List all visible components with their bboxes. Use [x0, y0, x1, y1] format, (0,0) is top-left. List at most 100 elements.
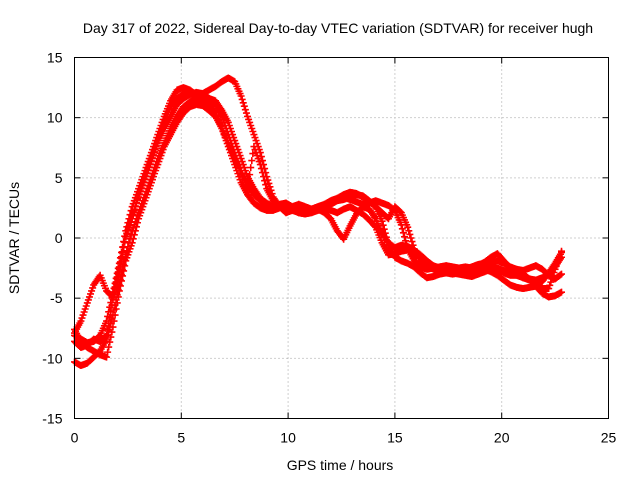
data-point	[260, 173, 268, 181]
data-point	[109, 289, 117, 297]
x-tick-label: 25	[601, 430, 617, 446]
data-point	[558, 270, 566, 278]
data-point	[545, 285, 553, 293]
data-point	[239, 99, 247, 107]
data-point	[403, 241, 411, 249]
data-point	[242, 109, 250, 117]
data-point	[115, 287, 123, 295]
data-point	[127, 215, 135, 223]
data-point	[130, 231, 138, 239]
chart-title: Day 317 of 2022, Sidereal Day-to-day VTE…	[83, 20, 593, 36]
data-point	[550, 268, 558, 276]
data-point	[113, 275, 121, 283]
data-point	[379, 221, 387, 229]
data-point	[129, 235, 137, 243]
x-tick-label: 15	[387, 430, 403, 446]
x-tick-label: 10	[280, 430, 296, 446]
data-point	[399, 229, 407, 237]
data-point	[240, 102, 248, 110]
data-point	[248, 157, 256, 165]
data-point	[258, 169, 266, 177]
data-point	[134, 219, 142, 227]
y-tick-label: 5	[55, 170, 63, 186]
data-point	[109, 295, 117, 303]
data-series-track-2	[71, 100, 566, 361]
data-point	[120, 267, 128, 275]
data-series-track-5	[71, 88, 566, 352]
data-point	[408, 238, 416, 246]
data-point	[114, 264, 122, 272]
y-tick-label: 15	[47, 50, 63, 66]
data-point	[109, 323, 117, 331]
data-point	[247, 164, 255, 172]
data-point	[237, 92, 245, 100]
x-tick-label: 20	[494, 430, 510, 446]
data-point	[241, 106, 249, 114]
data-point	[117, 277, 125, 285]
y-tick-label: 0	[55, 230, 63, 246]
data-point	[261, 177, 269, 185]
data-point	[105, 343, 113, 351]
data-point	[114, 270, 122, 278]
data-point	[111, 279, 119, 287]
data-point	[258, 157, 266, 165]
data-point	[245, 178, 253, 186]
data-point	[111, 285, 119, 293]
data-point	[119, 272, 127, 280]
data-point	[110, 290, 118, 298]
data-point	[103, 353, 111, 361]
data-point	[398, 225, 406, 233]
y-tick-label: -10	[42, 350, 62, 366]
data-point	[257, 165, 265, 173]
data-point	[546, 281, 554, 289]
data-point	[547, 278, 555, 286]
data-series-track-1	[71, 94, 566, 370]
y-axis-label: SDTVAR / TECUs	[6, 182, 22, 294]
data-point	[108, 328, 116, 336]
data-point	[115, 265, 123, 273]
data-point	[558, 288, 566, 296]
data-point	[112, 305, 120, 313]
data-point	[132, 223, 140, 231]
data-point	[405, 227, 413, 235]
axis-ticks: 0 5 10 15 20 25 -15 -10 -5 0 5 10 15	[42, 50, 616, 446]
data-point	[407, 234, 415, 242]
data-point	[121, 262, 129, 270]
data-point	[105, 319, 113, 327]
data-point	[404, 223, 412, 231]
y-tick-label: -5	[50, 290, 63, 306]
y-tick-label: -15	[42, 411, 62, 427]
data-point	[108, 294, 116, 302]
data-point	[556, 271, 564, 279]
data-point	[116, 282, 124, 290]
data-point	[106, 338, 114, 346]
data-point	[122, 233, 130, 241]
y-tick-label: 10	[47, 110, 63, 126]
data-point	[262, 181, 270, 189]
data-point	[402, 237, 410, 245]
data-point	[117, 254, 125, 262]
data-point	[112, 280, 120, 288]
data-point	[113, 299, 121, 307]
data-point	[112, 274, 120, 282]
data-point	[108, 301, 116, 309]
grid-lines	[74, 57, 609, 419]
data-point	[111, 311, 119, 319]
data-point	[104, 348, 112, 356]
data-point	[558, 247, 566, 255]
data-point	[549, 272, 557, 280]
data-point	[113, 269, 121, 277]
data-point	[116, 260, 124, 268]
data-point	[246, 171, 254, 179]
x-tick-label: 5	[177, 430, 185, 446]
data-point	[123, 229, 131, 237]
data-point	[110, 317, 118, 325]
data-point	[126, 218, 134, 226]
data-point	[401, 233, 409, 241]
data-point	[121, 238, 129, 246]
data-point	[406, 230, 414, 238]
data-point	[104, 325, 112, 333]
data-point	[409, 241, 417, 249]
x-axis-label: GPS time / hours	[287, 457, 394, 473]
